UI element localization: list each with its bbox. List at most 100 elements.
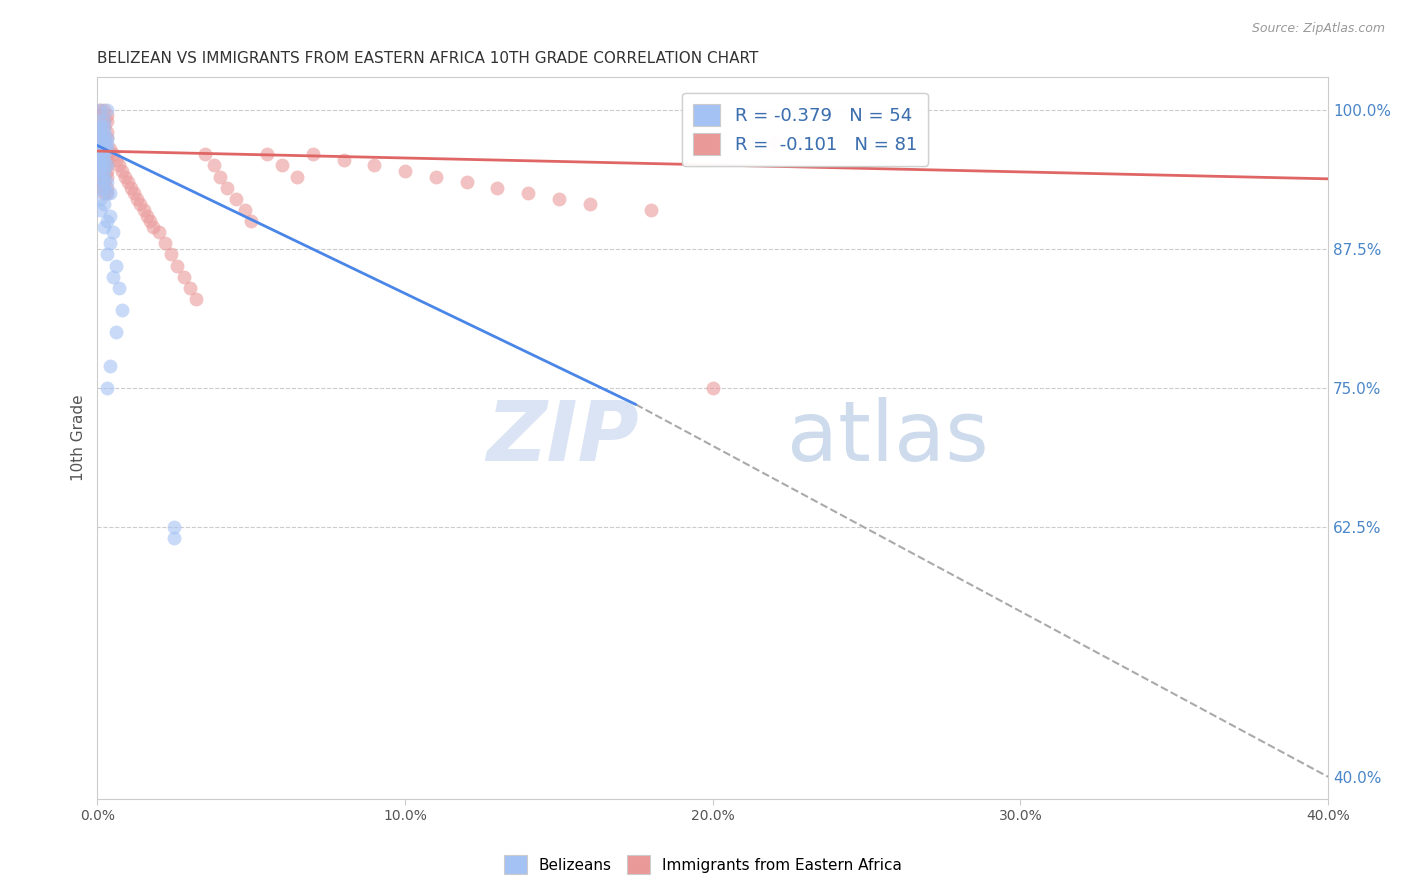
Point: [93, 169, 115, 184]
Point: [89, 202, 111, 217]
Point: [89, 136, 111, 151]
Point: [93, 114, 115, 128]
Point: [763, 136, 786, 151]
Point: [89, 125, 111, 139]
Point: [89, 142, 111, 156]
Text: ZIP: ZIP: [486, 397, 638, 478]
Point: [96, 180, 118, 194]
Point: [96, 186, 118, 201]
Point: [89, 169, 111, 184]
Point: [93, 136, 115, 151]
Point: [98, 142, 121, 156]
Point: [111, 303, 134, 318]
Point: [96, 142, 118, 156]
Point: [89, 180, 111, 194]
Point: [456, 175, 478, 189]
Point: [148, 225, 170, 239]
Point: [89, 159, 111, 173]
Point: [332, 153, 354, 167]
Point: [89, 159, 111, 173]
Point: [101, 269, 124, 284]
Y-axis label: 10th Grade: 10th Grade: [72, 394, 86, 481]
Point: [98, 236, 121, 251]
Point: [101, 147, 124, 161]
Point: [89, 147, 111, 161]
Point: [96, 136, 118, 151]
Point: [98, 186, 121, 201]
Point: [89, 108, 111, 122]
Point: [104, 325, 127, 339]
Point: [93, 169, 115, 184]
Point: [96, 186, 118, 201]
Point: [135, 209, 157, 223]
Point: [163, 520, 186, 534]
Point: [96, 125, 118, 139]
Point: [93, 103, 115, 117]
Point: [486, 180, 509, 194]
Point: [111, 164, 134, 178]
Point: [285, 169, 308, 184]
Point: [425, 169, 447, 184]
Point: [96, 169, 118, 184]
Point: [89, 180, 111, 194]
Point: [93, 153, 115, 167]
Point: [394, 164, 416, 178]
Point: [96, 114, 118, 128]
Point: [173, 269, 195, 284]
Point: [548, 192, 571, 206]
Text: Source: ZipAtlas.com: Source: ZipAtlas.com: [1251, 22, 1385, 36]
Point: [209, 169, 232, 184]
Point: [108, 159, 131, 173]
Point: [93, 159, 115, 173]
Point: [93, 219, 115, 234]
Point: [96, 381, 118, 395]
Point: [93, 175, 115, 189]
Point: [184, 292, 207, 306]
Point: [93, 114, 115, 128]
Point: [142, 219, 165, 234]
Point: [256, 147, 278, 161]
Point: [702, 381, 724, 395]
Point: [233, 202, 256, 217]
Point: [93, 136, 115, 151]
Text: atlas: atlas: [786, 397, 988, 478]
Point: [138, 214, 160, 228]
Point: [93, 175, 115, 189]
Point: [132, 202, 155, 217]
Point: [96, 175, 118, 189]
Point: [117, 175, 139, 189]
Legend: R = -0.379   N = 54, R =  -0.101   N = 81: R = -0.379 N = 54, R = -0.101 N = 81: [682, 93, 928, 166]
Point: [96, 164, 118, 178]
Point: [89, 153, 111, 167]
Point: [240, 214, 263, 228]
Point: [578, 197, 600, 211]
Point: [93, 159, 115, 173]
Point: [160, 247, 183, 261]
Point: [89, 147, 111, 161]
Point: [93, 120, 115, 134]
Point: [179, 281, 201, 295]
Point: [98, 359, 121, 373]
Point: [98, 209, 121, 223]
Point: [93, 147, 115, 161]
Point: [96, 147, 118, 161]
Point: [163, 531, 186, 545]
Point: [96, 103, 118, 117]
Point: [225, 192, 247, 206]
Point: [89, 136, 111, 151]
Point: [93, 142, 115, 156]
Point: [114, 169, 136, 184]
Point: [89, 164, 111, 178]
Point: [89, 175, 111, 189]
Point: [89, 103, 111, 117]
Point: [89, 153, 111, 167]
Point: [101, 225, 124, 239]
Point: [93, 186, 115, 201]
Point: [301, 147, 323, 161]
Point: [104, 153, 127, 167]
Point: [96, 247, 118, 261]
Point: [89, 192, 111, 206]
Point: [108, 281, 131, 295]
Point: [517, 186, 540, 201]
Point: [93, 164, 115, 178]
